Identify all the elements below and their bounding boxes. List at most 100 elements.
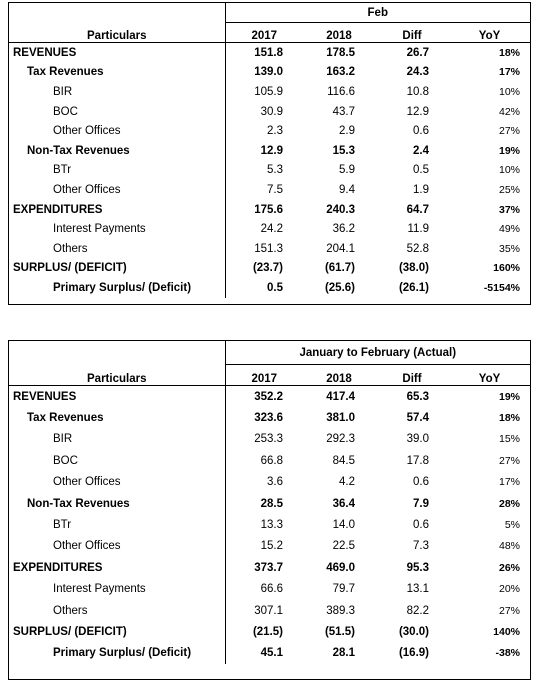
value-2017: 253.3 xyxy=(254,433,283,446)
value-2018: (51.5) xyxy=(324,625,355,638)
value-diff: 52.8 xyxy=(406,242,429,255)
column-header-diff: Diff xyxy=(375,364,449,386)
value-yoy: 10% xyxy=(499,164,521,177)
value-yoy: 48% xyxy=(499,540,521,553)
row-label: EXPENDITURES xyxy=(9,557,226,579)
table-row: Others 151.3 204.1 52.8 35% xyxy=(9,238,530,259)
value-yoy: 10% xyxy=(499,85,521,98)
column-header-2017: 2017 xyxy=(225,22,303,43)
value-diff: 11.9 xyxy=(407,223,429,236)
value-2018: 28.1 xyxy=(332,647,355,660)
row-label: Interest Payments xyxy=(9,219,226,239)
value-diff: (30.0) xyxy=(398,625,429,638)
value-yoy: 49% xyxy=(499,223,521,236)
column-header-2018: 2018 xyxy=(303,22,375,43)
value-2017: 13.3 xyxy=(260,519,283,532)
value-diff: 57.4 xyxy=(406,412,429,425)
feb-fiscal-table: Feb Particulars 2017 2018 Diff YoY REVEN… xyxy=(8,2,531,305)
value-2018: 204.1 xyxy=(326,242,355,255)
value-diff: 0.6 xyxy=(413,476,429,489)
value-yoy: 28% xyxy=(499,497,521,510)
row-label: BIR xyxy=(9,82,226,102)
value-diff: 13.1 xyxy=(406,583,429,596)
row-label: BTr xyxy=(9,514,226,536)
value-2018: 36.4 xyxy=(332,497,355,510)
value-2018: 178.5 xyxy=(326,46,355,59)
value-2018: 5.9 xyxy=(339,164,355,177)
value-yoy: 35% xyxy=(499,242,521,255)
value-2018: 14.0 xyxy=(332,519,355,532)
value-2018: 417.4 xyxy=(326,390,355,403)
row-label: Other Offices xyxy=(9,121,226,141)
value-2018: 2.9 xyxy=(339,125,355,138)
value-diff: 12.9 xyxy=(406,105,429,118)
value-2018: 389.3 xyxy=(326,604,355,617)
row-label: BIR xyxy=(9,428,226,451)
value-diff: 17.8 xyxy=(406,454,429,467)
value-yoy: 160% xyxy=(493,262,521,275)
value-2017: 3.6 xyxy=(267,476,283,489)
table-row: Other Offices 2.3 2.9 0.6 27% xyxy=(9,121,530,141)
value-yoy: 17% xyxy=(499,66,521,79)
table-row: Other Offices 7.5 9.4 1.9 25% xyxy=(9,180,530,200)
header-blank-cell xyxy=(9,341,226,365)
value-2018: 4.2 xyxy=(339,476,355,489)
value-2017: 352.2 xyxy=(254,390,283,403)
table-row: BTr 5.3 5.9 0.5 10% xyxy=(9,160,530,181)
column-header-yoy: YoY xyxy=(449,22,531,43)
column-header-diff: Diff xyxy=(375,22,449,43)
value-2017: 373.7 xyxy=(254,561,283,574)
table-row: BOC 66.8 84.5 17.8 27% xyxy=(9,450,530,472)
value-yoy: 18% xyxy=(499,46,521,59)
value-yoy: 18% xyxy=(499,412,521,425)
value-diff: 65.3 xyxy=(406,390,429,403)
value-diff: 82.2 xyxy=(406,604,429,617)
value-yoy: 25% xyxy=(499,183,521,196)
value-diff: 10.8 xyxy=(406,85,429,98)
value-2017: 2.3 xyxy=(267,125,283,138)
value-2018: 381.0 xyxy=(326,412,355,425)
row-label: Tax Revenues xyxy=(9,62,226,83)
table-row: Non-Tax Revenues 12.9 15.3 2.4 19% xyxy=(9,140,530,161)
value-2017: 0.5 xyxy=(267,281,283,294)
table-row: Primary Surplus/ (Deficit) 0.5 (25.6) (26.1… xyxy=(9,278,530,298)
value-2018: (61.7) xyxy=(324,262,355,275)
row-label: Other Offices xyxy=(9,180,226,200)
value-yoy: 140% xyxy=(493,625,521,638)
value-2017: 28.5 xyxy=(260,497,283,510)
table-row: Non-Tax Revenues 28.5 36.4 7.9 28% xyxy=(9,492,530,515)
table-row: REVENUES 352.2 417.4 65.3 19% xyxy=(9,385,530,408)
value-2017: 66.8 xyxy=(260,454,283,467)
value-2017: 5.3 xyxy=(267,164,283,177)
value-yoy: 5% xyxy=(504,519,521,532)
column-header-2018: 2018 xyxy=(303,364,375,386)
row-label: BOC xyxy=(9,450,226,472)
table-row: BTr 13.3 14.0 0.6 5% xyxy=(9,514,530,536)
table-row: Others 307.1 389.3 82.2 27% xyxy=(9,599,530,622)
table-row: EXPENDITURES 373.7 469.0 95.3 26% xyxy=(9,557,530,579)
value-2018: 84.5 xyxy=(332,454,355,467)
table-row: Interest Payments 24.2 36.2 11.9 49% xyxy=(9,219,530,239)
period-group-header: January to February (Actual) xyxy=(225,341,531,365)
table-row: REVENUES 151.8 178.5 26.7 18% xyxy=(9,42,530,63)
value-yoy: 17% xyxy=(499,476,521,489)
value-yoy: 15% xyxy=(499,433,521,446)
jan-feb-fiscal-table: January to February (Actual) Particulars… xyxy=(8,340,531,680)
value-2017: 7.5 xyxy=(267,183,283,196)
value-diff: 1.9 xyxy=(413,183,429,196)
table-row: Interest Payments 66.6 79.7 13.1 20% xyxy=(9,578,530,600)
column-header-yoy: YoY xyxy=(449,364,531,386)
value-2018: 36.2 xyxy=(332,223,355,236)
value-diff: 26.7 xyxy=(406,46,429,59)
value-yoy: 27% xyxy=(499,125,521,138)
value-2017: 30.9 xyxy=(260,105,283,118)
value-diff: 64.7 xyxy=(406,203,429,216)
value-2017: 15.2 xyxy=(260,540,283,553)
row-label: Others xyxy=(9,599,226,622)
period-group-header: Feb xyxy=(225,3,531,23)
row-label: Primary Surplus/ (Deficit) xyxy=(9,278,226,298)
value-2017: 175.6 xyxy=(254,203,283,216)
value-yoy: -5154% xyxy=(483,281,521,294)
row-label: Interest Payments xyxy=(9,578,226,600)
row-label: EXPENDITURES xyxy=(9,199,226,220)
